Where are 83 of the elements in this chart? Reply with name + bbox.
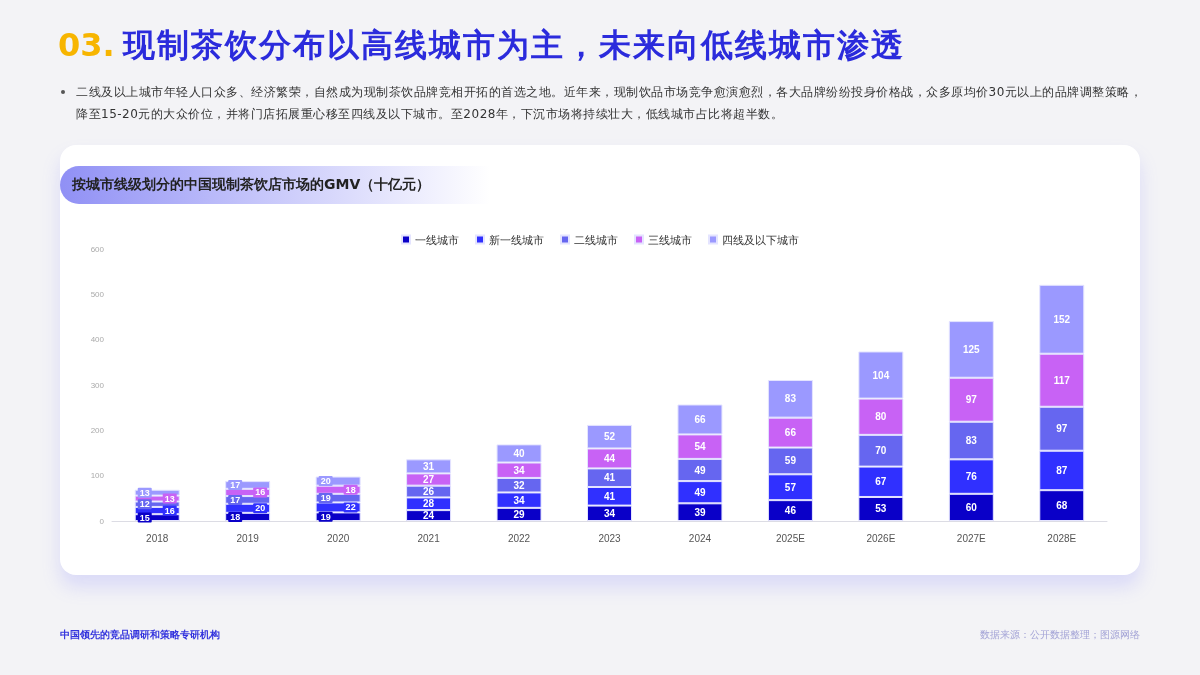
data-label: 17 — [230, 479, 241, 490]
x-tick-label: 2027E — [956, 532, 987, 544]
data-label: 27 — [423, 474, 435, 486]
x-tick-label: 2022 — [507, 532, 531, 544]
data-label: 66 — [694, 413, 706, 425]
text: 中国领先的竞品调研和策略专研机构 — [60, 628, 220, 642]
x-tick-label: 2018 — [146, 532, 169, 544]
data-label: 16 — [164, 505, 175, 516]
data-label: 41 — [603, 490, 616, 502]
chart-subtitle: 按城市线级划分的中国现制茶饮店市场的GMV（十亿元） — [72, 176, 431, 194]
data-label: 19 — [320, 493, 331, 504]
data-label: 54 — [694, 441, 706, 453]
data-label: 80 — [875, 411, 887, 423]
x-tick-label: 2020 — [327, 532, 350, 544]
data-label: 152 — [1053, 313, 1071, 325]
data-label: 12 — [139, 499, 150, 510]
data-label: 26 — [423, 486, 435, 498]
data-label: 20 — [255, 503, 266, 514]
data-label: 117 — [1053, 374, 1071, 386]
data-label: 49 — [694, 486, 706, 498]
data-label: 66 — [784, 427, 797, 439]
chart-title: 03. 现制茶饮分布以高线城市为主，未来向低线城市渗透 — [58, 26, 905, 64]
data-label: 13 — [139, 487, 150, 498]
data-label: 31 — [423, 460, 435, 472]
data-label: 34 — [513, 494, 526, 506]
y-tick-label: 0 — [99, 516, 105, 526]
data-label: 40 — [513, 447, 526, 459]
legend-label: 新一线城市 — [489, 233, 544, 246]
text: 二线及以上城市年轻人口众多、经济繁荣，自然成为现制茶饮品牌竞相开拓的首选之地。近年来，现制饮品市场竞争愈演愈烈，各大品牌纷纷投身价格战，众多原均价30元以上的品牌调整策略，降至15-20元的大众价位，并将门店拓展重心移至四线及以下城市。至2028年，下沉市场将持续壮大，低线城市占比将超半数。 — [76, 84, 1144, 123]
x-tick-label: 2019 — [236, 532, 260, 544]
data-label: 46 — [784, 505, 797, 517]
data-label: 59 — [784, 455, 797, 467]
data-label: 67 — [875, 476, 887, 488]
y-tick-label: 600 — [90, 244, 105, 254]
data-label: 17 — [230, 494, 241, 505]
legend-label: 四线及以下城市 — [722, 233, 799, 246]
data-label: 104 — [872, 369, 890, 381]
x-tick-label: 2023 — [598, 532, 622, 544]
data-label: 22 — [345, 502, 356, 513]
data-label: 49 — [694, 464, 706, 476]
data-label: 34 — [603, 507, 616, 519]
y-tick-label: 300 — [90, 380, 105, 390]
data-label: 19 — [320, 511, 331, 522]
data-label: 18 — [230, 511, 241, 522]
y-tick-label: 500 — [90, 289, 105, 299]
data-label: 28 — [423, 498, 435, 510]
x-tick-label: 2028E — [1047, 532, 1077, 544]
data-label: 24 — [423, 510, 435, 522]
data-label: 18 — [345, 484, 356, 495]
data-label: 34 — [513, 464, 526, 476]
data-label: 125 — [962, 343, 981, 355]
x-tick-label: 2025E — [775, 532, 806, 544]
legend-label: 二线城市 — [574, 233, 618, 246]
legend-label: 一线城市 — [415, 233, 459, 246]
data-label: 29 — [513, 508, 526, 520]
data-label: 87 — [1056, 464, 1068, 476]
data-label: 41 — [603, 472, 616, 484]
data-label: 97 — [1056, 423, 1068, 435]
y-tick-label: 400 — [90, 335, 105, 345]
data-label: 39 — [694, 506, 706, 518]
data-label: 44 — [603, 452, 616, 464]
data-label: 52 — [603, 431, 616, 443]
data-label: 70 — [875, 445, 887, 457]
data-label: 83 — [965, 435, 978, 447]
data-label: 53 — [875, 503, 887, 515]
data-label: 97 — [965, 394, 978, 406]
data-label: 57 — [784, 481, 797, 493]
x-tick-label: 2026E — [866, 532, 896, 544]
source-note: 数据来源：公开数据整理；图源网络 — [980, 628, 1140, 642]
data-label: 20 — [320, 476, 331, 487]
data-label: 83 — [784, 393, 797, 405]
x-tick-label: 2021 — [417, 532, 441, 544]
data-label: 16 — [255, 487, 266, 498]
data-label: 32 — [513, 479, 526, 491]
data-label: 13 — [164, 493, 175, 504]
data-label: 76 — [965, 471, 978, 483]
x-tick-label: 2024 — [688, 532, 712, 544]
data-label: 60 — [965, 501, 978, 513]
legend-label: 三线城市 — [648, 233, 692, 246]
y-tick-label: 100 — [90, 471, 105, 481]
y-tick-label: 200 — [90, 425, 105, 435]
data-label: 68 — [1056, 500, 1068, 512]
data-label: 15 — [139, 512, 150, 523]
